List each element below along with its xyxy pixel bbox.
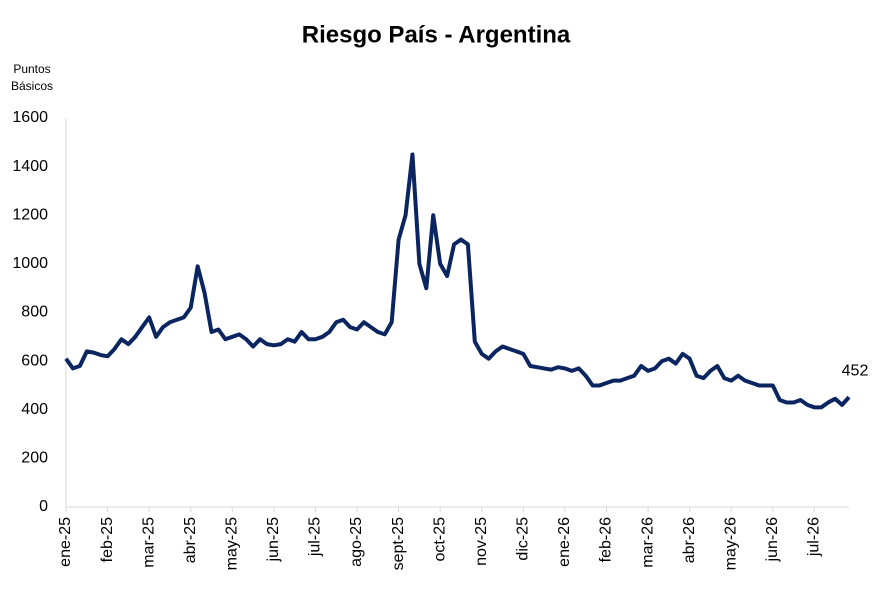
x-tick-label: mar-26 bbox=[639, 517, 656, 568]
y-tick-label: 1000 bbox=[12, 255, 48, 272]
y-tick-label: 1400 bbox=[12, 158, 48, 175]
x-tick-label: may-25 bbox=[224, 517, 241, 570]
x-tick-label: jul-26 bbox=[806, 517, 823, 557]
x-tick-label: abr-26 bbox=[681, 517, 698, 563]
x-tick-label: jul-25 bbox=[307, 517, 324, 557]
x-tick-label: jun-25 bbox=[265, 517, 282, 563]
line bbox=[64, 152, 851, 410]
x-tick-label: ene-25 bbox=[57, 517, 74, 567]
data-label: 452 bbox=[842, 362, 869, 379]
y-tick-label: 800 bbox=[21, 304, 48, 321]
x-tick-label: jun-26 bbox=[764, 517, 781, 563]
y-tick-label: 600 bbox=[21, 352, 48, 369]
y-tick-label: 400 bbox=[21, 401, 48, 418]
x-tick-label: mar-25 bbox=[140, 517, 157, 568]
x-tick-label: feb-25 bbox=[99, 517, 116, 562]
x-tick-label: ene-26 bbox=[556, 517, 573, 567]
x-tick-label: oct-25 bbox=[431, 517, 448, 562]
y-tick-label: 200 bbox=[21, 450, 48, 467]
x-tick-label: nov-25 bbox=[473, 517, 490, 566]
y-axis-label: Básicos bbox=[11, 79, 53, 93]
x-tick-label: abr-25 bbox=[182, 517, 199, 563]
x-tick-label: dic-25 bbox=[515, 517, 532, 561]
y-tick-label: 0 bbox=[39, 498, 48, 515]
x-tick-label: ago-25 bbox=[348, 517, 365, 567]
x-tick-label: feb-26 bbox=[598, 517, 615, 562]
chart-title: Riesgo País - Argentina bbox=[302, 21, 571, 48]
y-axis-label: Puntos bbox=[13, 62, 50, 76]
y-tick-label: 1600 bbox=[12, 109, 48, 126]
y-tick-label: 1200 bbox=[12, 206, 48, 223]
x-tick-label: may-26 bbox=[722, 517, 739, 570]
x-tick-label: sept-25 bbox=[390, 517, 407, 570]
